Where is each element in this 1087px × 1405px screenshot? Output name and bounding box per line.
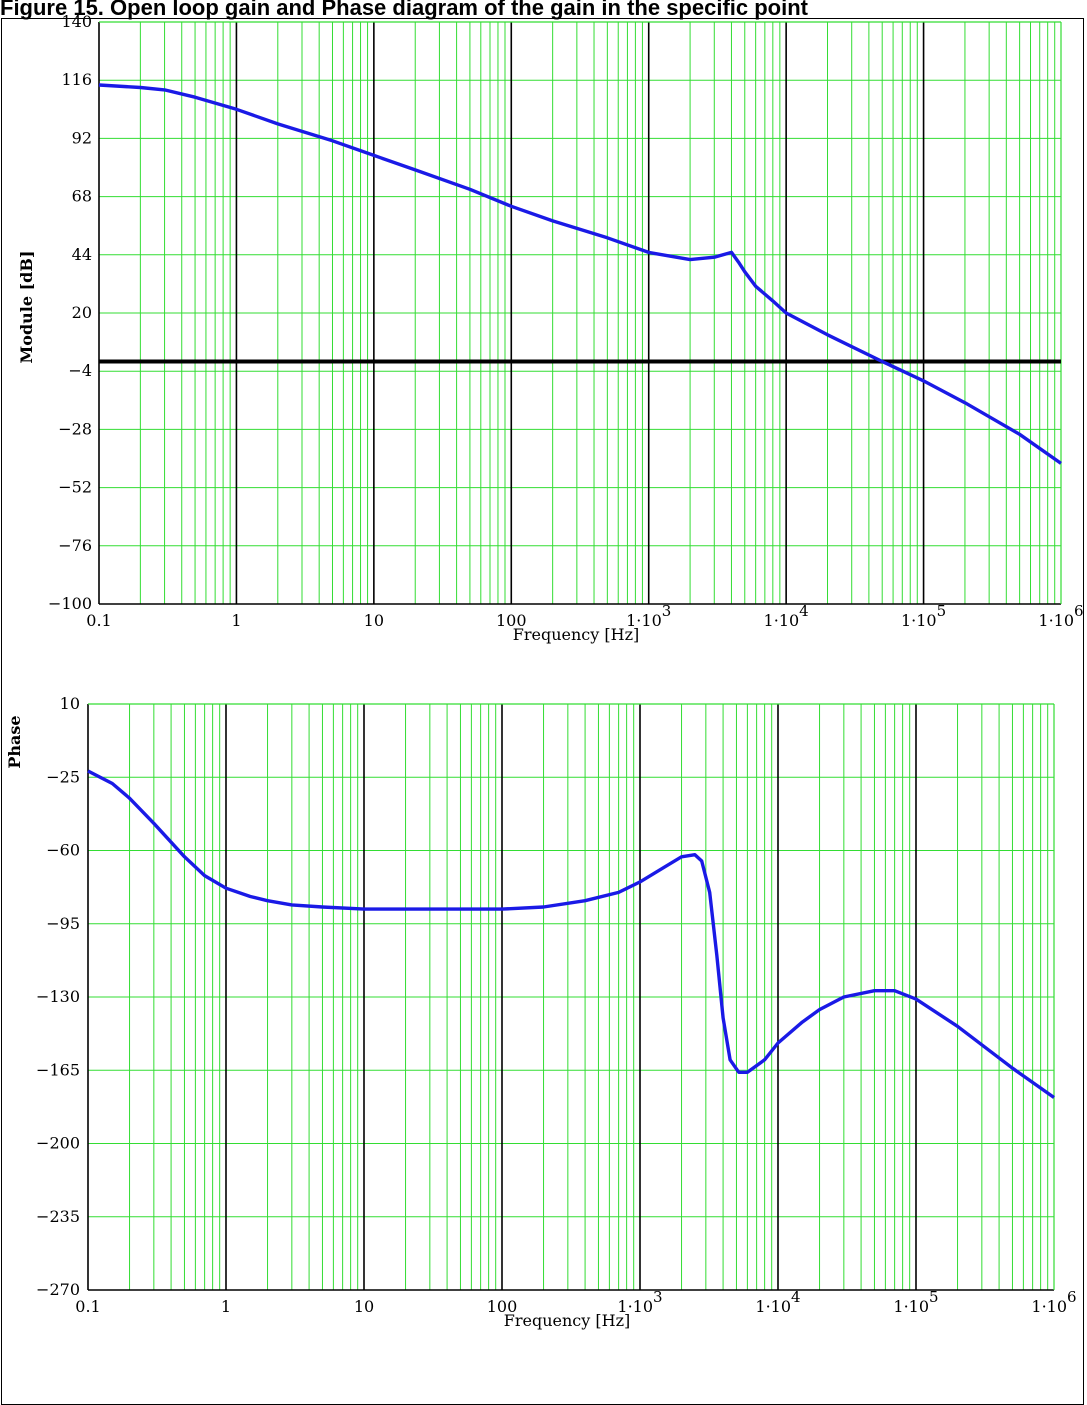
y-tick-label: 92 xyxy=(72,128,92,147)
x-tick-label: 1·105 xyxy=(901,602,946,630)
x-tick-label: 100 xyxy=(496,611,527,630)
y-tick-label: −25 xyxy=(46,767,80,786)
x-tick-label: 1 xyxy=(221,1297,231,1316)
x-tick-label: 0.1 xyxy=(75,1297,100,1316)
x-tick-label: 10 xyxy=(354,1297,374,1316)
figure-caption: Figure 15. Open loop gain and Phase diag… xyxy=(0,0,808,20)
x-tick-label: 1·106 xyxy=(1031,1288,1076,1316)
y-tick-label: −100 xyxy=(48,594,92,613)
x-tick-label: 1 xyxy=(231,611,241,630)
x-axis-label: Frequency [Hz] xyxy=(513,625,640,644)
x-axis-label: Frequency [Hz] xyxy=(504,1311,631,1330)
y-tick-label: 140 xyxy=(61,12,92,31)
y-tick-label: −200 xyxy=(36,1134,80,1153)
x-tick-label: 0.1 xyxy=(86,611,111,630)
y-axis-label: Phase xyxy=(5,715,24,768)
y-tick-label: 10 xyxy=(60,694,80,713)
y-tick-label: 44 xyxy=(72,245,92,264)
y-tick-label: −270 xyxy=(36,1280,80,1299)
y-tick-label: −130 xyxy=(36,987,80,1006)
x-tick-label: 1·104 xyxy=(764,602,809,630)
y-tick-label: −52 xyxy=(58,478,92,497)
y-tick-label: −76 xyxy=(58,536,92,555)
x-tick-label: 10 xyxy=(364,611,384,630)
y-tick-label: −165 xyxy=(36,1060,80,1079)
y-axis-label: Module [dB] xyxy=(17,251,36,364)
y-tick-label: −95 xyxy=(46,914,80,933)
x-tick-label: 1·105 xyxy=(893,1288,938,1316)
x-tick-label: 1·104 xyxy=(755,1288,800,1316)
y-tick-label: −28 xyxy=(58,419,92,438)
y-tick-label: −60 xyxy=(46,841,80,860)
phase-curve xyxy=(87,769,1055,1099)
y-tick-label: −4 xyxy=(68,361,92,380)
x-tick-label: 100 xyxy=(487,1297,518,1316)
gain-curve xyxy=(98,83,1062,465)
y-tick-label: −235 xyxy=(36,1207,80,1226)
x-tick-label: 1·106 xyxy=(1038,602,1083,630)
y-tick-label: 20 xyxy=(72,303,92,322)
y-tick-label: 68 xyxy=(72,187,92,206)
y-tick-label: 116 xyxy=(61,70,92,89)
